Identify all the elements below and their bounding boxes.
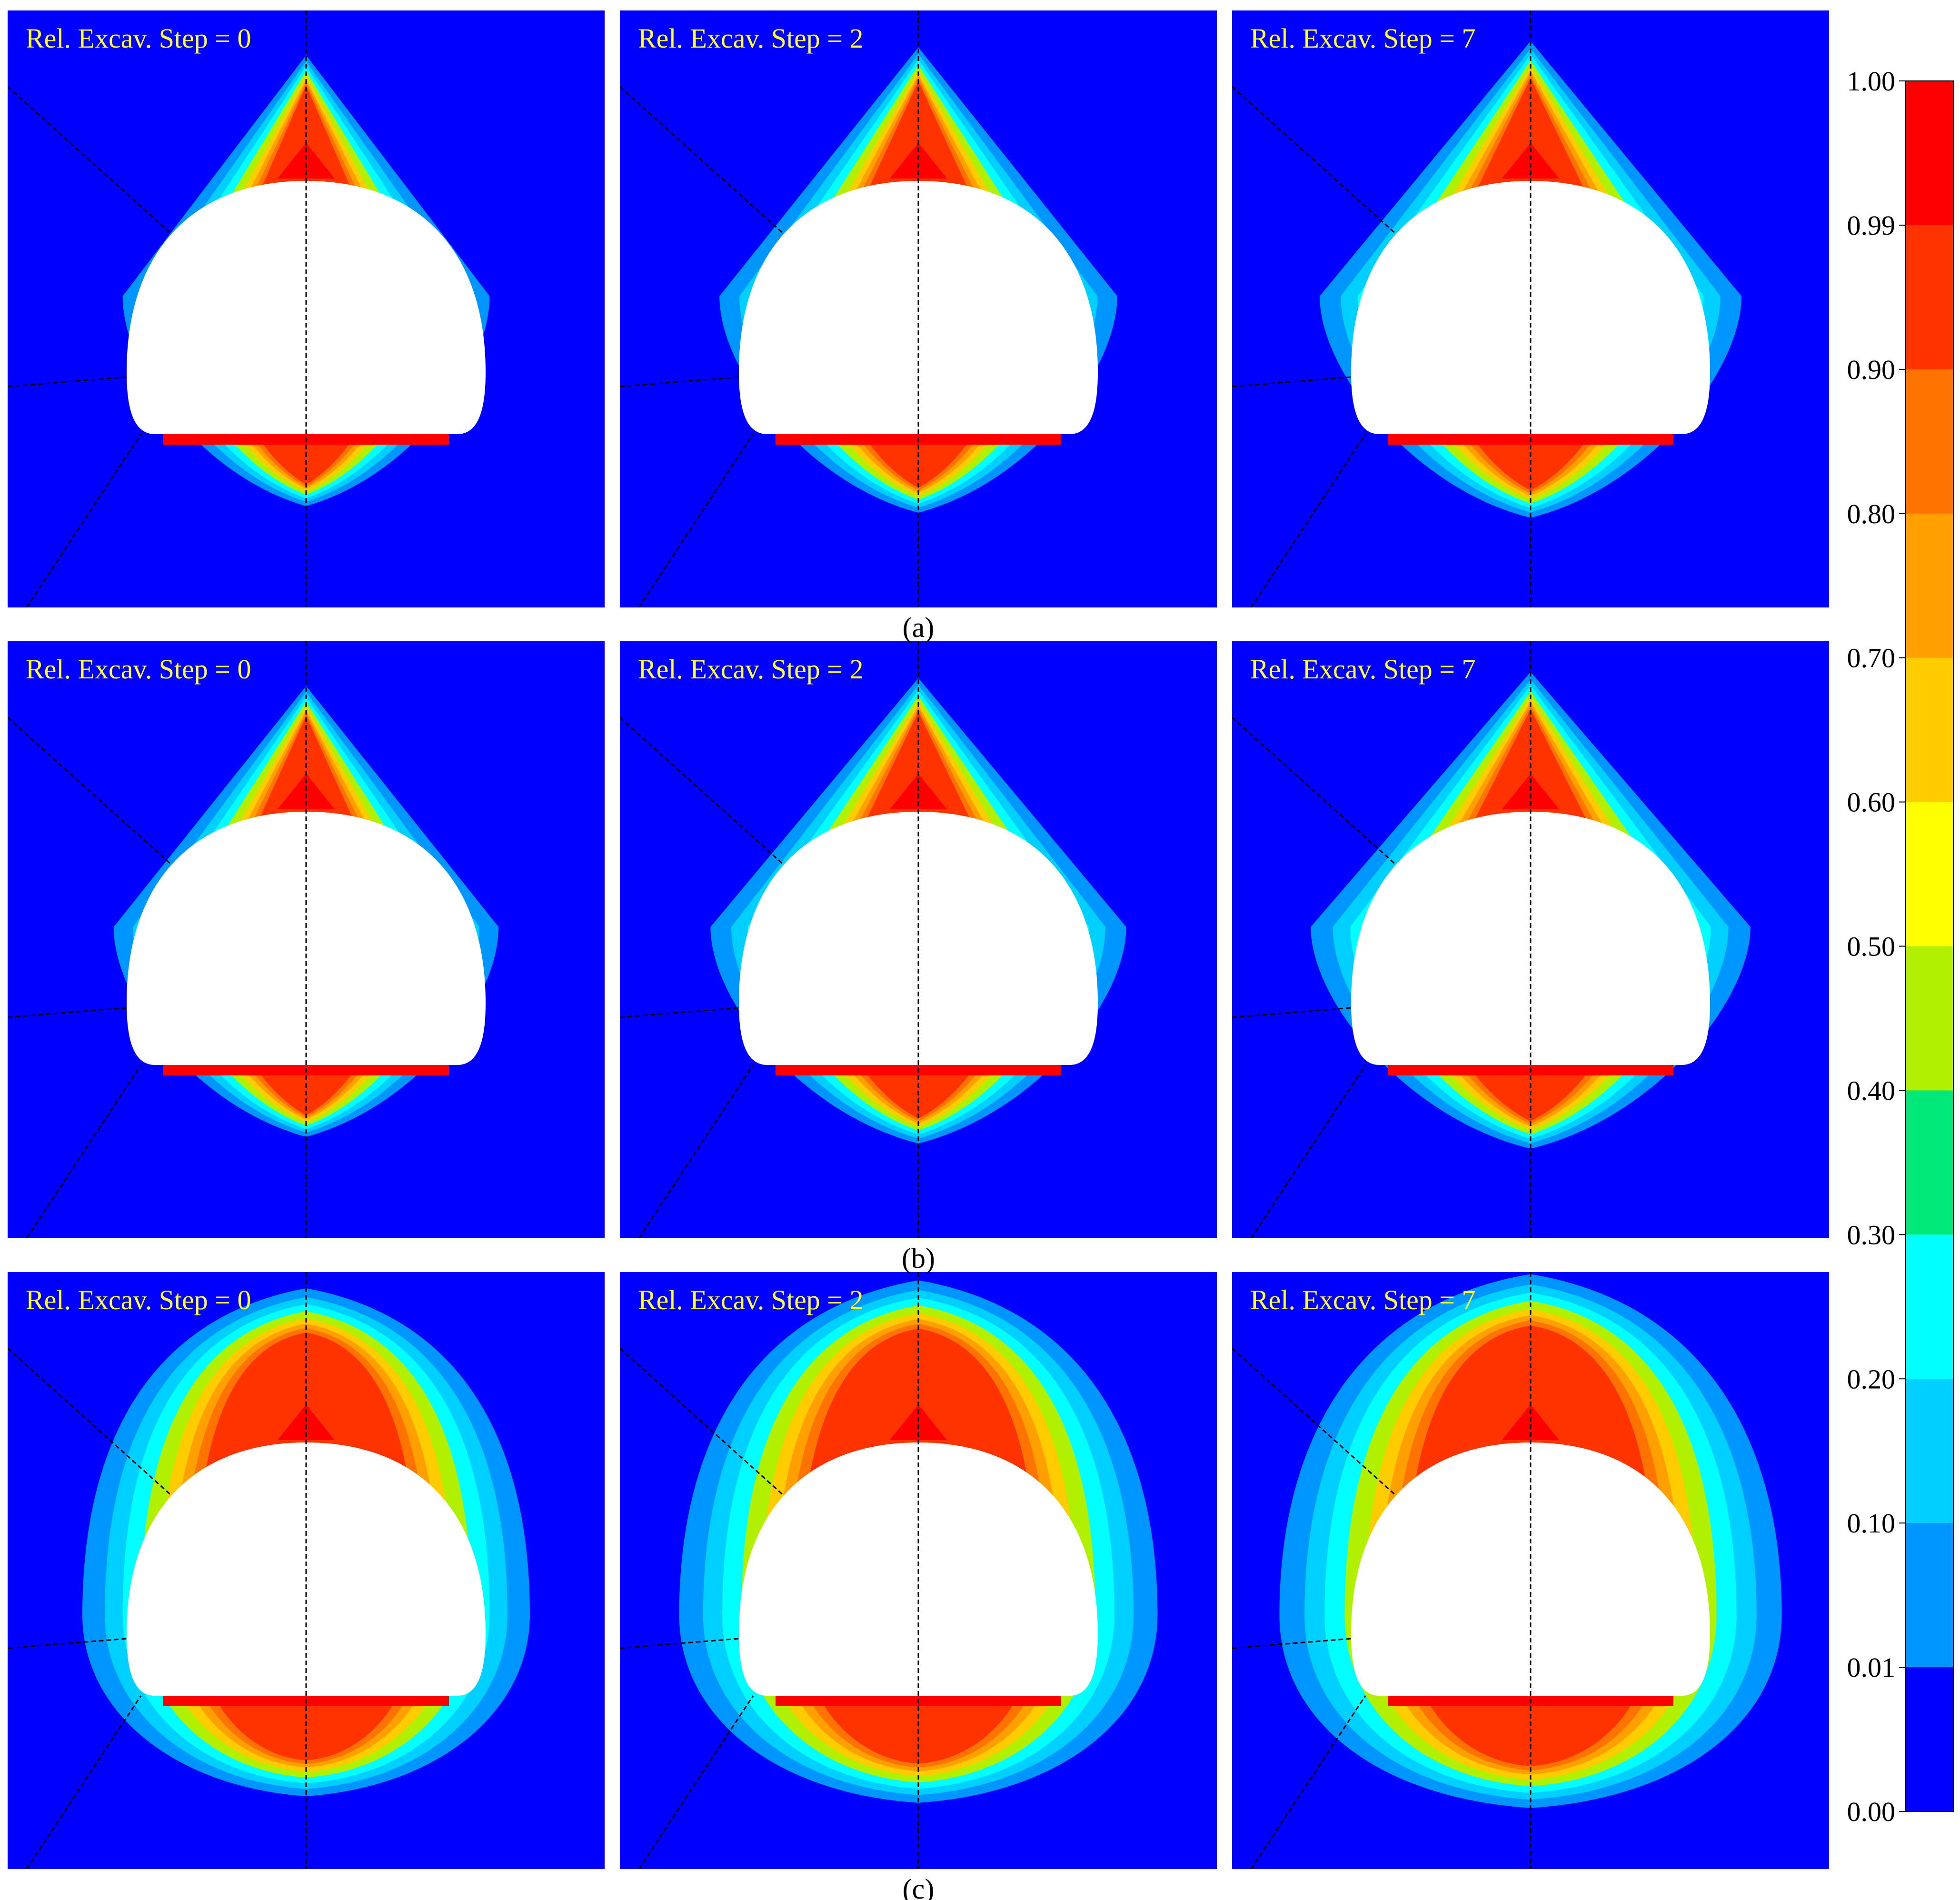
crown-high-zone (1502, 774, 1559, 809)
monitoring-line-upper-diagonal (620, 86, 785, 235)
monitoring-line-upper-diagonal (620, 716, 785, 866)
contour-zones (710, 678, 1126, 1144)
monitoring-line-lower-diagonal (1250, 1695, 1366, 1869)
colorbar-bin (1906, 81, 1953, 226)
colorbar-tick-label: 0.40 (1847, 1075, 1896, 1106)
monitoring-line-lower-diagonal (1250, 1064, 1366, 1238)
row-labels-layer: (a) (b) (c) (902, 612, 935, 1900)
monitoring-line-horizontal (620, 1007, 739, 1018)
crown-high-zone (278, 1404, 335, 1440)
monitoring-lines (8, 10, 307, 607)
monitoring-line-lower-diagonal (638, 434, 754, 607)
monitoring-line-lower-diagonal (638, 1064, 754, 1238)
row-label-1: (a) (903, 612, 935, 643)
crown-high-zone (890, 1404, 947, 1440)
panel-r3-c2: Rel. Excav. Step = 2 (620, 1272, 1217, 1869)
monitoring-line-horizontal (1232, 1007, 1352, 1018)
panel-title: Rel. Excav. Step = 2 (638, 23, 864, 54)
colorbar-tick-label: 0.90 (1847, 354, 1896, 385)
colorbar-tick-label: 0.70 (1847, 643, 1896, 674)
panel-title: Rel. Excav. Step = 2 (638, 1284, 864, 1315)
monitoring-line-horizontal (1232, 376, 1352, 388)
colorbar-bin (1906, 802, 1953, 946)
panel-r1-c3: Rel. Excav. Step = 7 (1232, 10, 1829, 607)
monitoring-line-lower-diagonal (26, 434, 142, 607)
monitoring-line-horizontal (8, 376, 127, 388)
panel-title: Rel. Excav. Step = 2 (638, 654, 864, 685)
colorbar-tick-label: 0.20 (1847, 1363, 1896, 1394)
monitoring-line-horizontal (620, 1638, 739, 1649)
panel-title: Rel. Excav. Step = 0 (26, 23, 251, 54)
panel-r2-c1: Rel. Excav. Step = 0 (8, 641, 605, 1238)
colorbar-tick-label: 0.99 (1847, 210, 1896, 241)
panel-r1-c1: Rel. Excav. Step = 0 (8, 10, 605, 607)
monitoring-line-upper-diagonal (1232, 716, 1397, 866)
colorbar-bin (1906, 1667, 1953, 1812)
monitoring-line-horizontal (8, 1638, 127, 1649)
monitoring-line-horizontal (620, 376, 739, 388)
monitoring-lines (1232, 641, 1532, 1238)
colorbar-tick-label: 0.30 (1847, 1219, 1896, 1250)
monitoring-lines (8, 1272, 307, 1869)
monitoring-line-upper-diagonal (620, 1347, 785, 1497)
colorbar-bin (1906, 1234, 1953, 1379)
panel-r3-c3: Rel. Excav. Step = 7 (1232, 1272, 1829, 1869)
monitoring-line-horizontal (8, 1007, 127, 1018)
crown-high-zone (890, 774, 947, 809)
panel-title: Rel. Excav. Step = 7 (1250, 1284, 1476, 1315)
monitoring-line-lower-diagonal (1250, 434, 1366, 607)
monitoring-line-lower-diagonal (638, 1695, 754, 1869)
monitoring-line-horizontal (1232, 1638, 1352, 1649)
monitoring-lines (1232, 1272, 1532, 1869)
colorbar-tick-label: 0.60 (1847, 787, 1896, 818)
panel-title: Rel. Excav. Step = 0 (26, 654, 251, 685)
colorbar-tick-label: 0.01 (1847, 1652, 1896, 1683)
colorbar-tick-label: 0.80 (1847, 498, 1896, 529)
panel-title: Rel. Excav. Step = 7 (1250, 654, 1476, 685)
row-label-3: (c) (903, 1873, 935, 1900)
panel-title: Rel. Excav. Step = 0 (26, 1284, 251, 1315)
crown-high-zone (278, 143, 335, 179)
contour-zones (1279, 1274, 1782, 1808)
panels-layer: Rel. Excav. Step = 0 Rel. Excav. Step = 2… (8, 10, 1829, 1869)
crown-high-zone (1502, 143, 1559, 179)
crown-high-zone (278, 774, 335, 809)
colorbar-tick-label: 0.10 (1847, 1508, 1896, 1539)
colorbar-tick-label: 0.50 (1847, 931, 1896, 962)
colorbar-bin (1906, 513, 1953, 658)
colorbar-bin (1906, 1090, 1953, 1235)
monitoring-lines (620, 1272, 919, 1869)
colorbar-bin (1906, 657, 1953, 803)
monitoring-lines (8, 641, 307, 1238)
monitoring-line-lower-diagonal (26, 1695, 142, 1869)
monitoring-lines (620, 641, 919, 1238)
colorbar: 1.00 0.99 0.90 0.80 0.70 0.60 0.50 0.40 0.30 0.20… (1847, 66, 1954, 1827)
panel-r2-c2: Rel. Excav. Step = 2 (620, 641, 1217, 1238)
colorbar-bin (1906, 369, 1953, 514)
panel-r3-c1: Rel. Excav. Step = 0 (8, 1272, 605, 1869)
panel-r1-c2: Rel. Excav. Step = 2 (620, 10, 1217, 607)
crown-high-zone (890, 143, 947, 179)
row-label-2: (b) (902, 1243, 935, 1274)
monitoring-line-upper-diagonal (1232, 1347, 1397, 1497)
panel-title: Rel. Excav. Step = 7 (1250, 23, 1476, 54)
crown-high-zone (1502, 1404, 1559, 1440)
monitoring-line-upper-diagonal (8, 86, 173, 235)
colorbar-bin (1906, 1379, 1953, 1523)
monitoring-line-upper-diagonal (8, 716, 173, 866)
monitoring-line-upper-diagonal (1232, 86, 1397, 235)
monitoring-lines (620, 10, 919, 607)
colorbar-tick-label: 1.00 (1847, 66, 1896, 97)
panel-r2-c3: Rel. Excav. Step = 7 (1232, 641, 1829, 1238)
monitoring-line-upper-diagonal (8, 1347, 173, 1497)
colorbar-tick-label: 0.00 (1847, 1796, 1896, 1827)
colorbar-bin (1906, 1523, 1953, 1668)
colorbar-bin (1906, 946, 1953, 1091)
colorbar-bin (1906, 225, 1953, 370)
monitoring-lines (1232, 10, 1532, 607)
monitoring-line-lower-diagonal (26, 1064, 142, 1238)
